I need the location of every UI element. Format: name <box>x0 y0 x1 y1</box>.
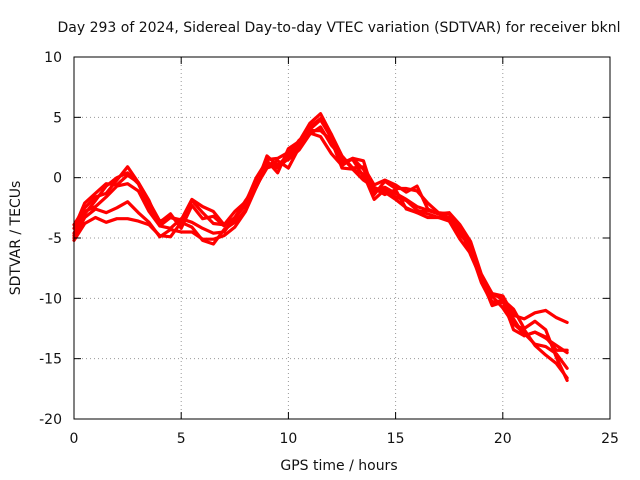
y-tick-label--20: -20 <box>39 412 62 428</box>
series-line-3 <box>72 112 569 370</box>
x-tick-label-5: 5 <box>177 431 186 447</box>
series-line-6 <box>72 116 569 382</box>
y-tick-label-5: 5 <box>53 110 62 126</box>
x-tick-label-25: 25 <box>601 431 619 447</box>
grid <box>74 57 610 419</box>
series-line-4 <box>72 125 569 380</box>
x-tick-label-20: 20 <box>494 431 512 447</box>
chart-title: Day 293 of 2024, Sidereal Day-to-day VTE… <box>58 20 621 36</box>
x-tick-label-10: 10 <box>279 431 297 447</box>
axis-ticks: 0 5 10 15 20 25 -20 -15 -10 -5 0 5 10 <box>39 50 619 447</box>
series-line-5 <box>72 129 569 352</box>
series-line-2 <box>72 131 569 355</box>
y-tick-label--10: -10 <box>39 291 62 307</box>
x-axis-label: GPS time / hours <box>280 458 397 474</box>
x-tick-label-0: 0 <box>70 431 79 447</box>
y-tick-label--15: -15 <box>39 352 62 368</box>
x-tick-label-15: 15 <box>387 431 405 447</box>
y-tick-label--5: -5 <box>48 231 62 247</box>
y-tick-label-0: 0 <box>53 171 62 187</box>
plot-series <box>72 112 569 382</box>
y-axis-label: SDTVAR / TECUs <box>8 181 24 296</box>
y-tick-label-10: 10 <box>44 50 62 66</box>
